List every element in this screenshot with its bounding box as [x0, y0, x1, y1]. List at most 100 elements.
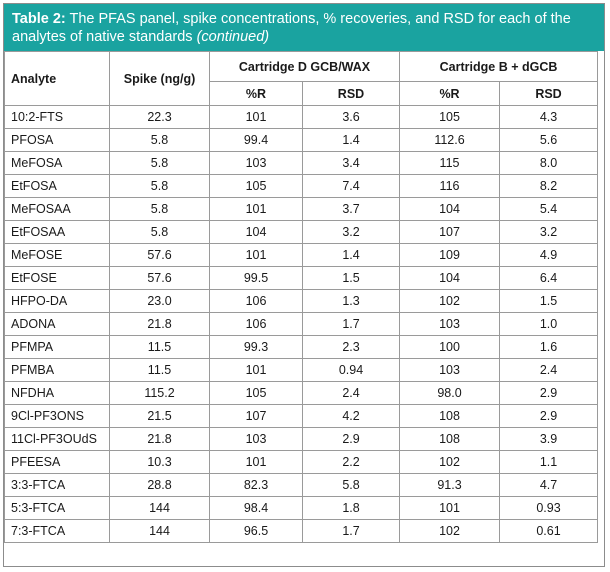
cartridge-d-recovery-cell: 82.3: [209, 473, 303, 497]
cartridge-b-recovery-cell: 108: [399, 404, 501, 428]
cartridge-d-rsd-cell: 3.6: [301, 105, 401, 129]
cartridge-b-rsd-cell: 4.9: [499, 243, 599, 267]
cartridge-d-group-header: Cartridge D GCB/WAX: [208, 51, 401, 82]
table-row: 5:3-FTCA 144 98.4 1.8 101 0.93: [4, 496, 599, 520]
cartridge-b-recovery-cell: 91.3: [399, 473, 501, 497]
cartridge-b-rsd-cell: 1.5: [499, 289, 599, 313]
table-row: NFDHA 115.2 105 2.4 98.0 2.9: [4, 381, 599, 405]
cartridge-b-recovery-cell: 112.6: [399, 128, 501, 152]
analyte-cell: 9Cl-PF3ONS: [4, 404, 110, 428]
table-row: 7:3-FTCA 144 96.5 1.7 102 0.61: [4, 519, 599, 543]
analyte-cell: HFPO-DA: [4, 289, 110, 313]
spike-cell: 57.6: [109, 243, 210, 267]
table-row: PFMPA 11.5 99.3 2.3 100 1.6: [4, 335, 599, 359]
cartridge-d-rsd-cell: 0.94: [301, 358, 401, 382]
cartridge-d-recovery-cell: 106: [209, 312, 303, 336]
table-row: 9Cl-PF3ONS 21.5 107 4.2 108 2.9: [4, 404, 599, 428]
cartridge-b-rsd-cell: 6.4: [499, 266, 599, 290]
cartridge-d-rsd-cell: 2.9: [301, 427, 401, 451]
cartridge-b-recovery-cell: 104: [399, 266, 501, 290]
table-row: 3:3-FTCA 28.8 82.3 5.8 91.3 4.7: [4, 473, 599, 497]
table-row: EtFOSE 57.6 99.5 1.5 104 6.4: [4, 266, 599, 290]
cartridge-d-recovery-cell: 101: [209, 105, 303, 129]
spike-cell: 11.5: [109, 335, 210, 359]
spike-cell: 21.8: [109, 427, 210, 451]
cartridge-d-recovery-cell: 105: [209, 381, 303, 405]
analyte-cell: ADONA: [4, 312, 110, 336]
cartridge-b-rsd-cell: 0.61: [499, 519, 599, 543]
cartridge-d-rsd-cell: 7.4: [301, 174, 401, 198]
cartridge-d-recovery-cell: 99.5: [209, 266, 303, 290]
cartridge-b-rsd-cell: 1.6: [499, 335, 599, 359]
spike-cell: 21.8: [109, 312, 210, 336]
cartridge-d-rsd-cell: 2.2: [301, 450, 401, 474]
cartridge-d-rsd-cell: 1.5: [301, 266, 401, 290]
spike-cell: 57.6: [109, 266, 210, 290]
cartridge-b-recovery-cell: 103: [399, 312, 501, 336]
cartridge-d-rsd-cell: 1.8: [301, 496, 401, 520]
cartridge-b-rsd-cell: 1.0: [499, 312, 599, 336]
table-caption-continued: (continued): [196, 29, 270, 45]
cartridge-d-rsd-cell: 1.7: [301, 519, 401, 543]
cartridge-d-rsd-cell: 2.4: [301, 381, 401, 405]
cartridge-b-rsd-cell: 1.1: [499, 450, 599, 474]
spike-cell: 10.3: [109, 450, 210, 474]
analyte-cell: PFEESA: [4, 450, 110, 474]
spike-cell: 11.5: [109, 358, 210, 382]
cartridge-d-recovery-cell: 99.4: [209, 128, 303, 152]
cartridge-d-rsd-cell: 1.4: [301, 243, 401, 267]
cartridge-b-rsd-cell: 8.2: [499, 174, 599, 198]
cartridge-b-recovery-cell: 104: [399, 197, 501, 221]
pfas-recovery-table: Analyte Spike (ng/g) Cartridge D GCB/WAX…: [4, 51, 599, 543]
cartridge-b-rsd-cell: 2.4: [499, 358, 599, 382]
cartridge-b-rsd-cell: 8.0: [499, 151, 599, 175]
spike-cell: 5.8: [109, 151, 210, 175]
spike-cell: 144: [109, 519, 210, 543]
analyte-cell: MeFOSAA: [4, 197, 110, 221]
table-body: 10:2-FTS 22.3 101 3.6 105 4.3 PFOSA 5.8 99.4 1.4 1…: [4, 105, 599, 543]
analyte-cell: EtFOSAA: [4, 220, 110, 244]
cartridge-b-recovery-cell: 102: [399, 289, 501, 313]
cartridge-d-recovery-cell: 98.4: [209, 496, 303, 520]
cartridge-b-recovery-cell: 108: [399, 427, 501, 451]
table-caption-label: Table 2:: [12, 11, 66, 27]
cartridge-d-rsd-cell: 1.7: [301, 312, 401, 336]
cartridge-b-recovery-cell: 101: [399, 496, 501, 520]
cartridge-b-recovery-cell: 116: [399, 174, 501, 198]
spike-cell: 115.2: [109, 381, 210, 405]
cartridge-d-rsd-cell: 3.2: [301, 220, 401, 244]
analyte-cell: PFOSA: [4, 128, 110, 152]
analyte-column-header: Analyte: [4, 51, 110, 106]
analyte-cell: PFMBA: [4, 358, 110, 382]
analyte-cell: 5:3-FTCA: [4, 496, 110, 520]
spike-cell: 5.8: [109, 174, 210, 198]
cartridge-d-recovery-cell: 107: [209, 404, 303, 428]
spike-cell: 28.8: [109, 473, 210, 497]
table-caption: Table 2: The PFAS panel, spike concentra…: [4, 4, 604, 51]
cartridge-b-rsd-cell: 3.9: [499, 427, 599, 451]
cartridge-d-recovery-cell: 103: [209, 151, 303, 175]
cartridge-b-rsd-cell: 2.9: [499, 381, 599, 405]
table-row: PFOSA 5.8 99.4 1.4 112.6 5.6: [4, 128, 599, 152]
analyte-cell: MeFOSA: [4, 151, 110, 175]
cartridge-b-recovery-cell: 103: [399, 358, 501, 382]
table-row: MeFOSE 57.6 101 1.4 109 4.9: [4, 243, 599, 267]
table-row: HFPO-DA 23.0 106 1.3 102 1.5: [4, 289, 599, 313]
table-row: 10:2-FTS 22.3 101 3.6 105 4.3: [4, 105, 599, 129]
cartridge-d-recovery-cell: 101: [209, 243, 303, 267]
cartridge-b-rsd-cell: 5.4: [499, 197, 599, 221]
spike-column-header: Spike (ng/g): [109, 51, 210, 106]
cartridge-d-recovery-cell: 101: [209, 197, 303, 221]
cartridge-b-rsd-header: RSD: [499, 81, 599, 106]
cartridge-b-recovery-cell: 102: [399, 519, 501, 543]
cartridge-d-recovery-cell: 101: [209, 358, 303, 382]
cartridge-b-rsd-cell: 5.6: [499, 128, 599, 152]
table-row: MeFOSAA 5.8 101 3.7 104 5.4: [4, 197, 599, 221]
cartridge-d-recovery-cell: 101: [209, 450, 303, 474]
cartridge-d-rsd-cell: 1.4: [301, 128, 401, 152]
cartridge-b-rsd-cell: 0.93: [499, 496, 599, 520]
cartridge-d-recovery-header: %R: [209, 81, 303, 106]
cartridge-b-recovery-cell: 109: [399, 243, 501, 267]
analyte-cell: 10:2-FTS: [4, 105, 110, 129]
cartridge-d-recovery-cell: 96.5: [209, 519, 303, 543]
